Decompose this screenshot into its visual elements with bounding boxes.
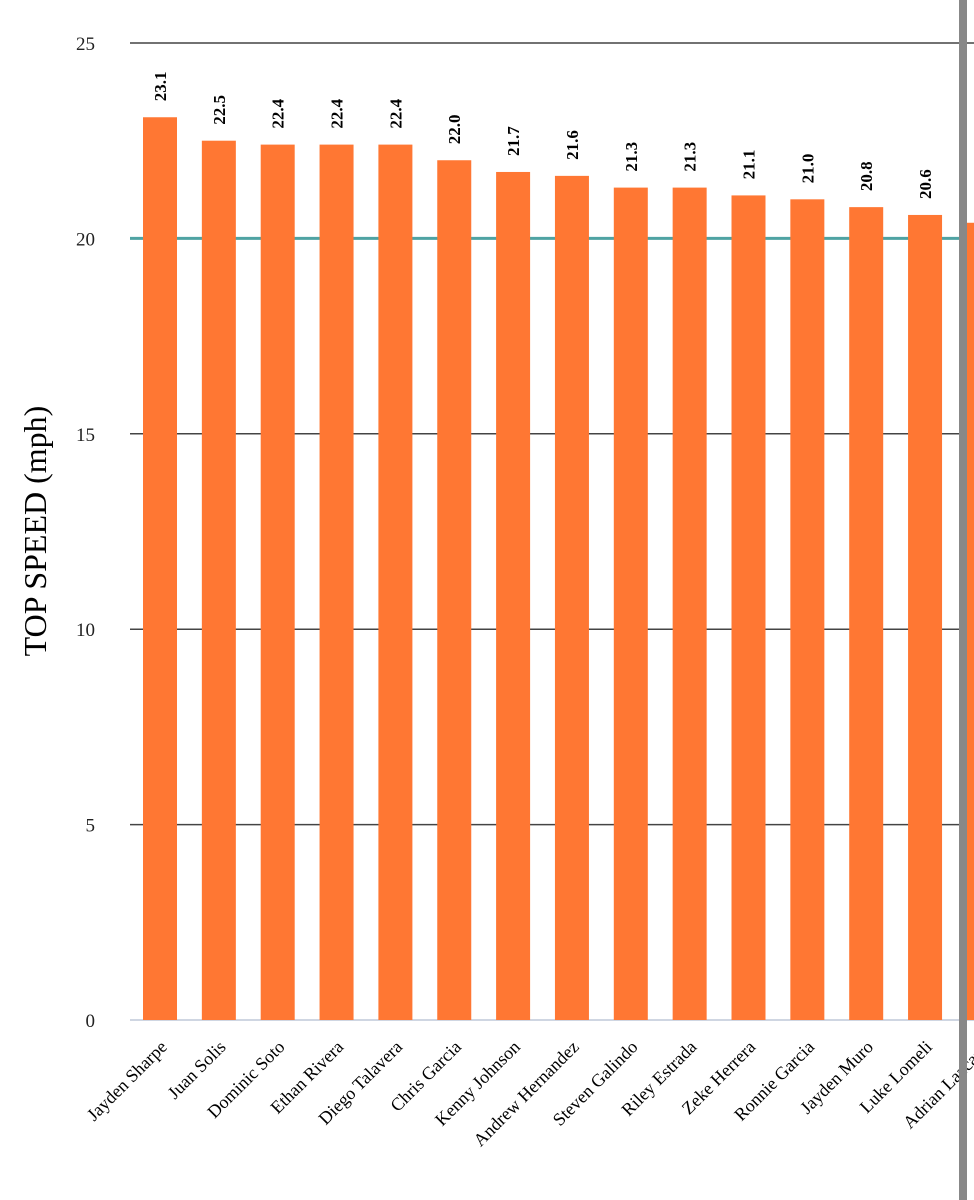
scroll-divider-group — [959, 0, 967, 1200]
bar — [378, 144, 413, 1020]
bar — [319, 144, 354, 1020]
y-tick-label: 10 — [76, 620, 95, 641]
value-labels: 23.1 22.5 22.4 22.4 22.4 22.0 21.7 21.6 21.3 21.3… — [151, 72, 935, 199]
category-label: Jayden Sharpe — [83, 1037, 171, 1125]
y-tick-label: 0 — [86, 1011, 96, 1032]
value-label: 21.3 — [681, 142, 700, 172]
category-label: Andrew Hernandez — [469, 1037, 582, 1150]
y-tick-label: 25 — [76, 34, 95, 55]
value-label: 22.5 — [210, 95, 229, 125]
value-label: 22.4 — [328, 98, 347, 128]
value-label: 20.6 — [916, 169, 935, 199]
value-label: 22.4 — [386, 98, 405, 128]
scroll-divider — [959, 0, 967, 1200]
value-label: 22.4 — [269, 98, 288, 128]
y-tick-label: 20 — [76, 229, 95, 250]
bar — [790, 199, 825, 1020]
bar — [908, 214, 943, 1020]
y-axis-title: TOP SPEED (mph) — [17, 406, 53, 657]
bar — [849, 207, 884, 1021]
value-label: 20.8 — [857, 161, 876, 191]
bars — [143, 117, 974, 1021]
value-label: 21.3 — [622, 142, 641, 172]
bar — [554, 175, 589, 1020]
value-label: 21.1 — [740, 150, 759, 180]
bar — [496, 171, 531, 1021]
value-label: 21.0 — [798, 154, 817, 184]
bar — [260, 144, 295, 1020]
bar — [201, 140, 236, 1020]
bar — [143, 117, 177, 1020]
value-label: 21.6 — [563, 130, 582, 160]
value-label: 23.1 — [151, 72, 170, 102]
value-label: 22.0 — [445, 114, 464, 144]
y-tick-label: 5 — [86, 816, 96, 837]
y-tick-label: 15 — [76, 425, 95, 446]
value-label: 21.7 — [504, 126, 523, 156]
gridlines — [130, 42, 974, 1021]
bar — [613, 187, 648, 1020]
y-tick-labels: 0 5 10 15 20 25 — [76, 34, 95, 1032]
bar — [731, 195, 766, 1021]
bar — [966, 222, 974, 1020]
bar — [672, 187, 707, 1020]
bar — [437, 160, 472, 1021]
